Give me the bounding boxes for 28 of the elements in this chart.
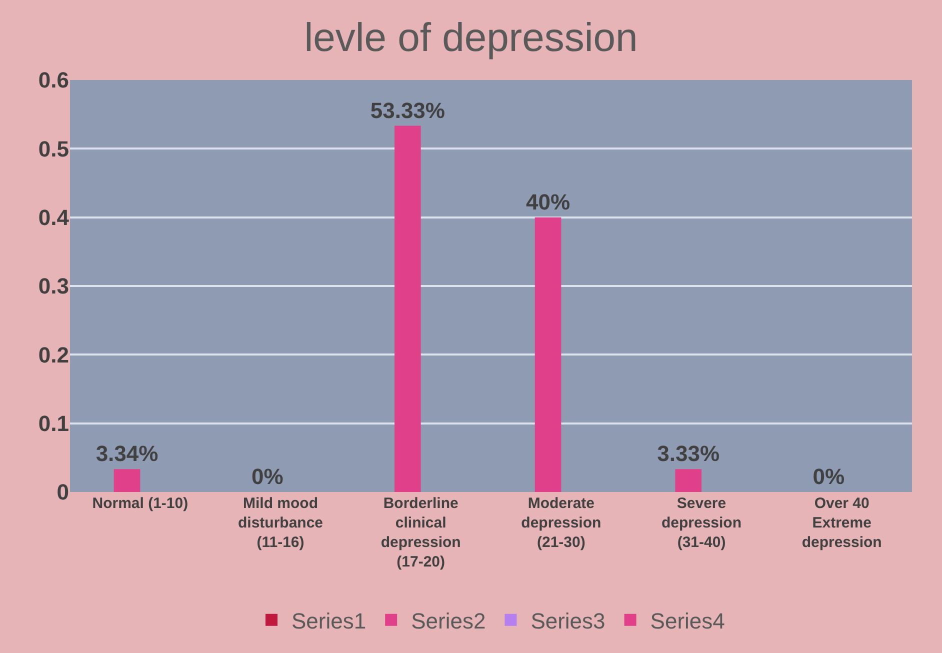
x-tick-label: Normal (1-10) <box>92 495 188 512</box>
chart-title: levle of depression <box>304 16 638 60</box>
bar <box>534 217 562 492</box>
x-tick-label: Severe depression (31-40) <box>661 495 742 551</box>
data-label: 53.33% <box>370 98 445 123</box>
legend-label: Series2 <box>411 608 486 634</box>
x-tick-label: Borderline clinical depression (17-20) <box>380 495 461 570</box>
data-label: 3.34% <box>96 441 158 466</box>
legend-label: Series4 <box>650 608 725 634</box>
bar <box>394 126 421 492</box>
legend-label: Series1 <box>292 608 366 634</box>
bar <box>675 469 702 492</box>
data-label: 0% <box>812 464 845 489</box>
data-label: 3.33% <box>657 441 720 466</box>
y-tick-label: 0.2 <box>38 342 69 368</box>
bar <box>114 469 140 492</box>
legend-label: Series3 <box>530 608 606 634</box>
x-tick-label: Mild mood disturbance (11-16) <box>238 495 324 551</box>
data-label: 40% <box>526 189 570 214</box>
x-tick-label: Moderate depression (21-30) <box>521 495 602 551</box>
y-tick-label: 0.5 <box>38 136 69 162</box>
y-tick-label: 0.3 <box>38 274 69 299</box>
y-tick-label: 0.4 <box>38 205 70 230</box>
y-tick-label: 0 <box>56 480 69 505</box>
data-label: 0% <box>251 464 284 489</box>
y-tick-label: 0.1 <box>38 411 69 436</box>
x-tick-label: Over 40 Extreme depression <box>802 495 882 551</box>
y-tick-label: 0.6 <box>38 68 69 93</box>
